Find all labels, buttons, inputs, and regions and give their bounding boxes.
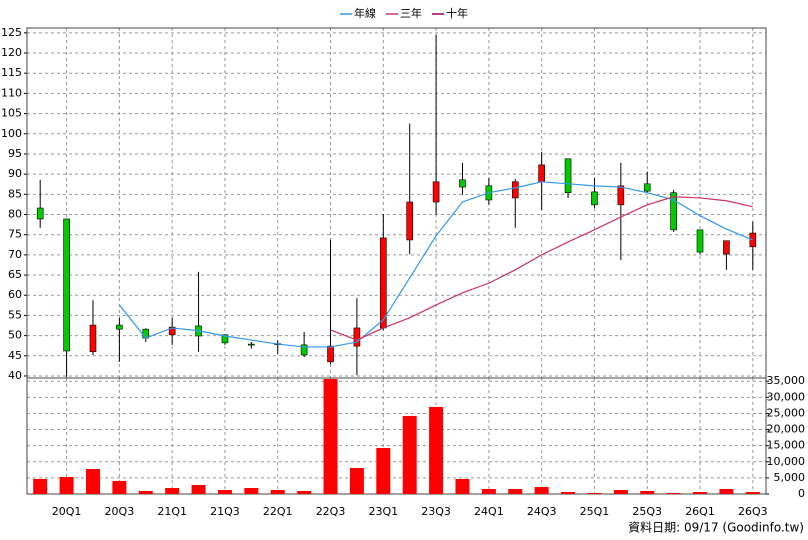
y-tick-label: 5,000 bbox=[774, 471, 806, 484]
legend-label: 十年 bbox=[446, 6, 468, 20]
legend-label: 年線 bbox=[354, 6, 376, 20]
x-tick-label: 24Q1 bbox=[474, 505, 504, 518]
y-tick-label: 105 bbox=[1, 107, 22, 120]
y-tick-label: 55 bbox=[8, 308, 22, 321]
bar bbox=[534, 487, 549, 494]
candle-body bbox=[617, 185, 625, 206]
y-tick-label: 90 bbox=[8, 167, 22, 180]
x-tick-label: 25Q1 bbox=[580, 505, 610, 518]
footnote: 資料日期: 09/17 (Goodinfo.tw) bbox=[628, 521, 804, 535]
x-tick-label: 23Q3 bbox=[421, 505, 451, 518]
bar bbox=[481, 489, 496, 494]
y-tick-label: 40 bbox=[8, 369, 22, 382]
y-tick-label: 0 bbox=[798, 487, 805, 500]
bar bbox=[349, 467, 364, 494]
bar bbox=[244, 488, 259, 494]
candle-body bbox=[248, 343, 255, 346]
candle-body bbox=[406, 201, 413, 241]
candle-body bbox=[353, 327, 361, 347]
bar bbox=[745, 492, 760, 494]
y-tick-label: 85 bbox=[8, 187, 22, 200]
x-tick-label: 22Q1 bbox=[263, 505, 293, 518]
y-tick-label: 35,000 bbox=[767, 374, 806, 387]
bar bbox=[165, 488, 180, 494]
candle-body bbox=[380, 237, 387, 329]
y-tick-label: 100 bbox=[1, 127, 22, 140]
bar bbox=[666, 493, 681, 494]
candle-body bbox=[221, 334, 229, 344]
candle-body bbox=[168, 326, 176, 336]
x-tick-label: 25Q3 bbox=[632, 505, 662, 518]
bar bbox=[376, 447, 391, 494]
candle-body bbox=[116, 324, 123, 330]
ma-line bbox=[118, 181, 754, 348]
bar bbox=[270, 490, 285, 494]
x-tick-label: 20Q3 bbox=[105, 505, 135, 518]
candle-body bbox=[643, 183, 651, 192]
x-tick-label: 26Q1 bbox=[685, 505, 715, 518]
y-tick-label: 60 bbox=[8, 288, 22, 301]
y-tick-label: 30,000 bbox=[767, 390, 806, 403]
y-tick-label: 15,000 bbox=[767, 439, 806, 452]
bar bbox=[561, 492, 576, 494]
bar bbox=[640, 491, 655, 494]
bar bbox=[429, 406, 444, 494]
y-tick-label: 45 bbox=[8, 349, 22, 362]
y-tick-label: 70 bbox=[8, 248, 22, 261]
bar bbox=[217, 490, 232, 494]
candle-body bbox=[591, 191, 598, 206]
legend-label: 三年 bbox=[400, 6, 422, 20]
candle-body bbox=[670, 192, 677, 231]
candle-body bbox=[63, 218, 70, 352]
bar bbox=[613, 490, 628, 494]
candle-body bbox=[696, 229, 704, 253]
x-tick-label: 21Q1 bbox=[157, 505, 187, 518]
plot-border bbox=[26, 377, 767, 495]
x-tick-label: 23Q1 bbox=[368, 505, 398, 518]
x-tick-label: 24Q3 bbox=[527, 505, 557, 518]
y-tick-label: 65 bbox=[8, 268, 22, 281]
ma-line bbox=[330, 196, 753, 341]
x-tick-label: 26Q3 bbox=[738, 505, 768, 518]
candle-body bbox=[300, 344, 308, 356]
bar bbox=[693, 492, 708, 494]
candle-body bbox=[538, 164, 545, 183]
candle-body bbox=[36, 207, 44, 220]
y-tick-label: 20,000 bbox=[767, 423, 806, 436]
bar bbox=[323, 378, 338, 494]
y-tick-label: 50 bbox=[8, 329, 22, 342]
x-tick-label: 22Q3 bbox=[316, 505, 346, 518]
candle-body bbox=[89, 324, 97, 353]
bar bbox=[587, 493, 602, 494]
bar bbox=[719, 489, 734, 494]
bar bbox=[455, 478, 470, 494]
candle-body bbox=[459, 179, 466, 188]
candle-body bbox=[723, 240, 730, 255]
y-tick-label: 120 bbox=[1, 46, 22, 59]
bar bbox=[191, 484, 206, 494]
y-tick-label: 75 bbox=[8, 228, 22, 241]
bar bbox=[112, 480, 127, 494]
bar bbox=[297, 491, 312, 494]
y-tick-label: 115 bbox=[1, 66, 22, 79]
y-tick-label: 110 bbox=[1, 86, 22, 99]
bar bbox=[508, 489, 523, 494]
bar bbox=[33, 478, 48, 494]
candle-body bbox=[327, 345, 334, 363]
bar bbox=[59, 476, 74, 494]
y-tick-label: 25,000 bbox=[767, 406, 806, 419]
bar bbox=[138, 491, 153, 494]
bar bbox=[402, 415, 417, 494]
y-tick-label: 80 bbox=[8, 208, 22, 221]
x-tick-label: 20Q1 bbox=[52, 505, 82, 518]
bar bbox=[85, 468, 100, 494]
candle-body bbox=[511, 181, 519, 199]
y-tick-label: 95 bbox=[8, 147, 22, 160]
candle-body bbox=[432, 181, 440, 203]
y-tick-label: 125 bbox=[1, 26, 22, 39]
y-tick-label: 10,000 bbox=[767, 455, 806, 468]
x-tick-label: 21Q3 bbox=[210, 505, 240, 518]
candle-body bbox=[564, 158, 572, 194]
